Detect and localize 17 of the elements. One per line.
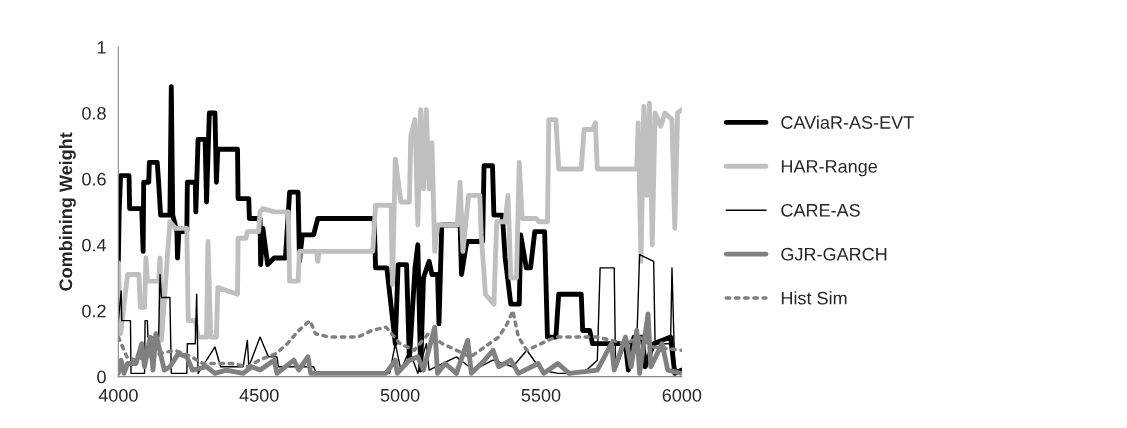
x-tick-label: 6000 <box>662 388 702 402</box>
y-axis-title: Combining Weight <box>58 132 76 291</box>
x-tick-label: 4000 <box>98 388 138 402</box>
x-tick-label: 4500 <box>239 388 279 402</box>
y-tick-label: 1 <box>97 41 106 54</box>
y-tick-label: 0.2 <box>82 304 106 318</box>
x-tick-label: 5000 <box>380 388 420 402</box>
x-tick-label: 5500 <box>521 388 561 402</box>
legend-label: GJR-GARCH <box>781 247 887 261</box>
legend-label: HAR-Range <box>781 160 877 177</box>
y-tick-label: 0.6 <box>82 172 106 186</box>
legend-label: CAViaR-AS-EVT <box>781 115 914 129</box>
y-tick-label: 0 <box>97 370 106 384</box>
legend-label: Hist Sim <box>781 291 847 305</box>
y-tick-label: 0.8 <box>82 106 106 120</box>
legend-label: CARE-AS <box>781 203 860 217</box>
y-tick-label: 0.4 <box>82 238 106 252</box>
